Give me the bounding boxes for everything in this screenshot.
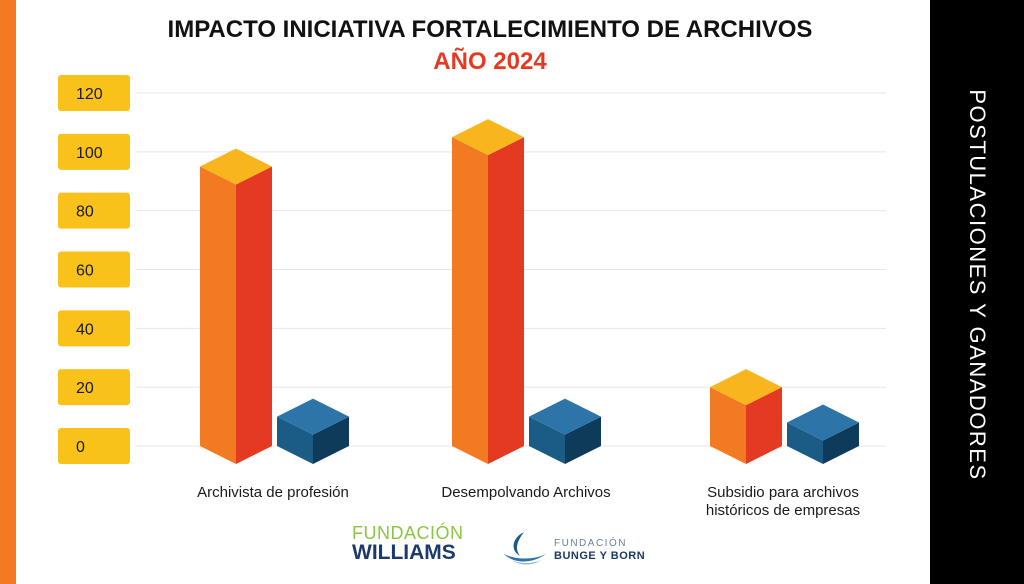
y-tick-label: 0: [76, 439, 85, 456]
y-tick-label: 20: [76, 380, 94, 397]
bar-series2-side: [565, 416, 601, 464]
bar-chart: 0 20 40 60 80 100 120 Archivista de profesión De…: [58, 75, 886, 519]
bar-series2-top: [787, 404, 859, 441]
side-panel: [930, 0, 1024, 584]
y-tick-label: 80: [76, 204, 94, 221]
williams-logo-line2: WILLIAMS: [352, 541, 456, 564]
y-tick-badge: [58, 133, 130, 170]
bar-series1-top: [710, 369, 782, 406]
bar-series2-front: [277, 416, 313, 464]
bunge-born-mark-icon: [504, 532, 546, 565]
left-accent-bar: [0, 0, 16, 584]
bar-series2-side: [823, 422, 859, 464]
bar-series1-top: [452, 119, 524, 156]
y-tick-badge: [58, 428, 130, 464]
bar-series1-front: [710, 387, 746, 464]
bar-series1-front: [200, 166, 236, 464]
side-title: POSTULACIONES Y GANADORES: [965, 89, 990, 481]
bar-series2-front: [529, 416, 565, 464]
bunge-logo-line2: BUNGE Y BORN: [554, 550, 646, 562]
fundacion-bunge-y-born-logo: FUNDACIÓN BUNGE Y BORN: [502, 530, 652, 570]
y-tick-badge: [58, 251, 130, 288]
bar-series2-side: [313, 416, 349, 464]
y-tick-badge: [58, 192, 130, 229]
category-label: Subsidio para archivos: [707, 484, 859, 501]
bar-series1-side: [746, 387, 782, 464]
chart-subtitle: AÑO 2024: [433, 48, 547, 75]
y-tick-label: 120: [76, 86, 103, 103]
bar-series2-top: [529, 398, 601, 435]
bar-series2-top: [277, 398, 349, 435]
category-label: históricos de empresas: [706, 502, 860, 519]
y-tick-badge: [58, 369, 130, 406]
bar-series1-side: [488, 137, 524, 464]
y-tick-label: 40: [76, 321, 94, 338]
category-label: Archivista de profesión: [197, 484, 349, 501]
bunge-logo-line1: FUNDACIÓN: [554, 538, 627, 549]
category-label: Desempolvando Archivos: [441, 484, 610, 501]
bar-series1-top: [200, 148, 272, 185]
y-tick-label: 100: [76, 145, 103, 162]
bar-series1-front: [452, 137, 488, 464]
y-tick-badge: [58, 310, 130, 347]
y-tick-badge: [58, 75, 130, 111]
bar-series2-front: [787, 422, 823, 464]
y-tick-label: 60: [76, 263, 94, 280]
fundacion-williams-logo: FUNDACIÓN WILLIAMS: [352, 524, 464, 564]
chart-title: IMPACTO INICIATIVA FORTALECIMIENTO DE AR…: [167, 16, 813, 43]
williams-logo-line1: FUNDACIÓN: [352, 523, 464, 543]
bar-series1-side: [236, 166, 272, 464]
